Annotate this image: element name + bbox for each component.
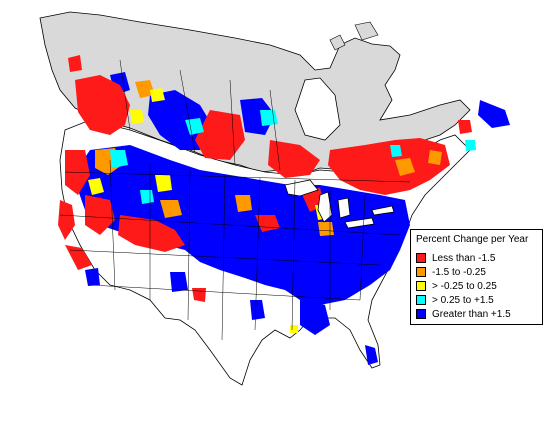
legend-label: > -0.25 to 0.25	[432, 280, 497, 292]
legend-label: > 0.25 to +1.5	[432, 294, 494, 306]
legend-item: > -0.25 to 0.25	[416, 280, 497, 292]
political-boundaries	[59, 59, 411, 341]
legend-label: -1.5 to -0.25	[432, 266, 486, 278]
legend-swatch	[416, 281, 426, 291]
legend-item: Greater than +1.5	[416, 308, 511, 320]
legend-title: Percent Change per Year	[416, 234, 529, 245]
trend-cells	[58, 55, 510, 365]
map-legend: Percent Change per Year Less than -1.5 -…	[410, 229, 543, 325]
canada-landmass	[39, 11, 471, 176]
legend-label: Less than -1.5	[432, 252, 496, 264]
legend-item: Less than -1.5	[416, 252, 495, 264]
legend-label: Greater than +1.5	[432, 308, 511, 320]
legend-item: -1.5 to -0.25	[416, 266, 486, 278]
legend-swatch	[416, 253, 426, 263]
legend-item: > 0.25 to +1.5	[416, 294, 494, 306]
legend-swatch	[416, 295, 426, 305]
great-lakes	[284, 179, 395, 229]
legend-swatch	[416, 267, 426, 277]
legend-swatch	[416, 309, 426, 319]
